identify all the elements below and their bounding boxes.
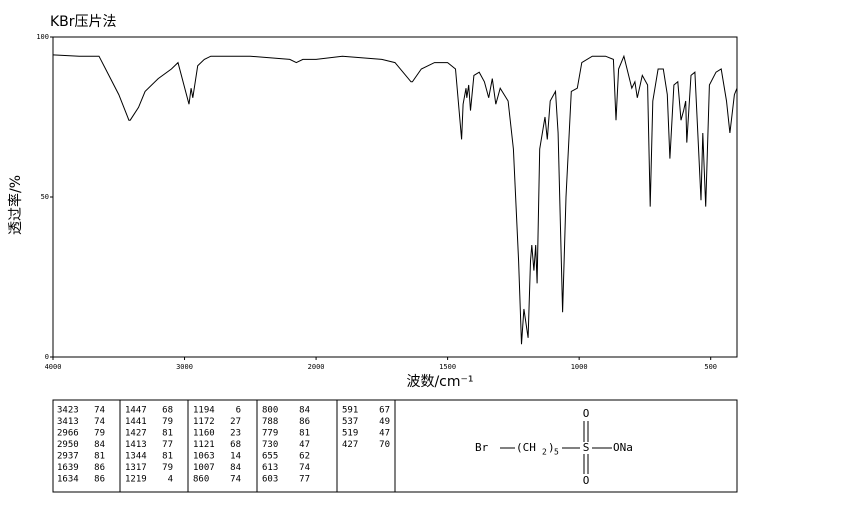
peak-wavenumber: 1063 [193, 452, 215, 462]
peak-transmittance: 77 [162, 440, 173, 450]
peak-wavenumber: 1639 [57, 463, 79, 473]
subscript: 5 [554, 448, 559, 457]
peak-wavenumber: 1634 [57, 475, 79, 485]
peak-wavenumber: 519 [342, 429, 358, 439]
peak-wavenumber: 1317 [125, 463, 147, 473]
structure: Br (CH 2 ) 5 S O O ONa [475, 407, 633, 487]
peak-wavenumber: 603 [262, 475, 278, 485]
peak-wavenumber: 3413 [57, 417, 79, 427]
peak-wavenumber: 1172 [193, 417, 215, 427]
peak-transmittance: 4 [168, 475, 173, 485]
atom: O [583, 407, 590, 420]
peak-transmittance: 84 [230, 463, 241, 473]
peak-wavenumber: 1194 [193, 406, 215, 416]
peak-transmittance: 68 [230, 440, 241, 450]
y-tick-label: 0 [45, 353, 49, 361]
chart-title: KBr压片法 [50, 14, 117, 30]
peak-transmittance: 49 [379, 417, 390, 427]
x-axis-label: 波数/cm⁻¹ [406, 374, 473, 390]
peak-wavenumber: 1007 [193, 463, 215, 473]
peak-wavenumber: 788 [262, 417, 278, 427]
peak-transmittance: 27 [230, 417, 241, 427]
peak-transmittance: 84 [94, 440, 105, 450]
group: (CH [516, 441, 536, 454]
peak-transmittance: 67 [379, 406, 390, 416]
peak-wavenumber: 2966 [57, 429, 79, 439]
peak-transmittance: 81 [299, 429, 310, 439]
peak-transmittance: 79 [162, 417, 173, 427]
x-tick-label: 500 [704, 363, 717, 371]
peak-transmittance: 79 [94, 429, 105, 439]
group-close: ) [548, 441, 555, 454]
atom: O [583, 474, 590, 487]
x-tick-label: 2000 [308, 363, 325, 371]
x-tick-label: 1500 [439, 363, 456, 371]
peak-wavenumber: 591 [342, 406, 358, 416]
peak-wavenumber: 1413 [125, 440, 147, 450]
peak-transmittance: 86 [299, 417, 310, 427]
peak-transmittance: 74 [299, 463, 310, 473]
subscript: 2 [542, 448, 547, 457]
peak-transmittance: 23 [230, 429, 241, 439]
atom: S [583, 441, 590, 454]
peak-wavenumber: 3423 [57, 406, 79, 416]
spectrum-line [52, 54, 738, 345]
peak-wavenumber: 1344 [125, 452, 147, 462]
peak-wavenumber: 779 [262, 429, 278, 439]
peak-wavenumber: 1441 [125, 417, 147, 427]
peak-wavenumber: 1121 [193, 440, 215, 450]
x-tick-label: 1000 [571, 363, 588, 371]
atom: Br [475, 441, 489, 454]
peak-transmittance: 81 [94, 452, 105, 462]
peak-wavenumber: 1447 [125, 406, 147, 416]
peak-wavenumber: 537 [342, 417, 358, 427]
peak-transmittance: 74 [94, 406, 105, 416]
peak-transmittance: 62 [299, 452, 310, 462]
peak-transmittance: 81 [162, 452, 173, 462]
peak-wavenumber: 2937 [57, 452, 79, 462]
peak-transmittance: 77 [299, 475, 310, 485]
peak-transmittance: 81 [162, 429, 173, 439]
peak-transmittance: 47 [379, 429, 390, 439]
plot-frame [52, 36, 738, 358]
y-axis-label: 透过率/% [7, 175, 24, 235]
y-tick-label: 100 [36, 33, 49, 41]
x-tick-label: 4000 [45, 363, 62, 371]
peak-wavenumber: 1219 [125, 475, 147, 485]
peak-transmittance: 6 [236, 406, 241, 416]
peak-transmittance: 79 [162, 463, 173, 473]
peak-transmittance: 86 [94, 463, 105, 473]
peak-wavenumber: 1160 [193, 429, 215, 439]
peak-wavenumber: 860 [193, 475, 209, 485]
y-tick-label: 50 [41, 193, 49, 201]
peak-transmittance: 14 [230, 452, 241, 462]
peak-transmittance: 68 [162, 406, 173, 416]
peak-wavenumber: 800 [262, 406, 278, 416]
peak-transmittance: 70 [379, 440, 390, 450]
x-tick-label: 3000 [176, 363, 193, 371]
peak-transmittance: 74 [230, 475, 241, 485]
peak-wavenumber: 2950 [57, 440, 79, 450]
peak-transmittance: 84 [299, 406, 310, 416]
peak-wavenumber: 730 [262, 440, 278, 450]
peak-transmittance: 86 [94, 475, 105, 485]
atom: ONa [613, 441, 633, 454]
peak-wavenumber: 427 [342, 440, 358, 450]
peak-wavenumber: 613 [262, 463, 278, 473]
peak-wavenumber: 655 [262, 452, 278, 462]
peak-transmittance: 47 [299, 440, 310, 450]
peak-transmittance: 74 [94, 417, 105, 427]
peak-wavenumber: 1427 [125, 429, 147, 439]
